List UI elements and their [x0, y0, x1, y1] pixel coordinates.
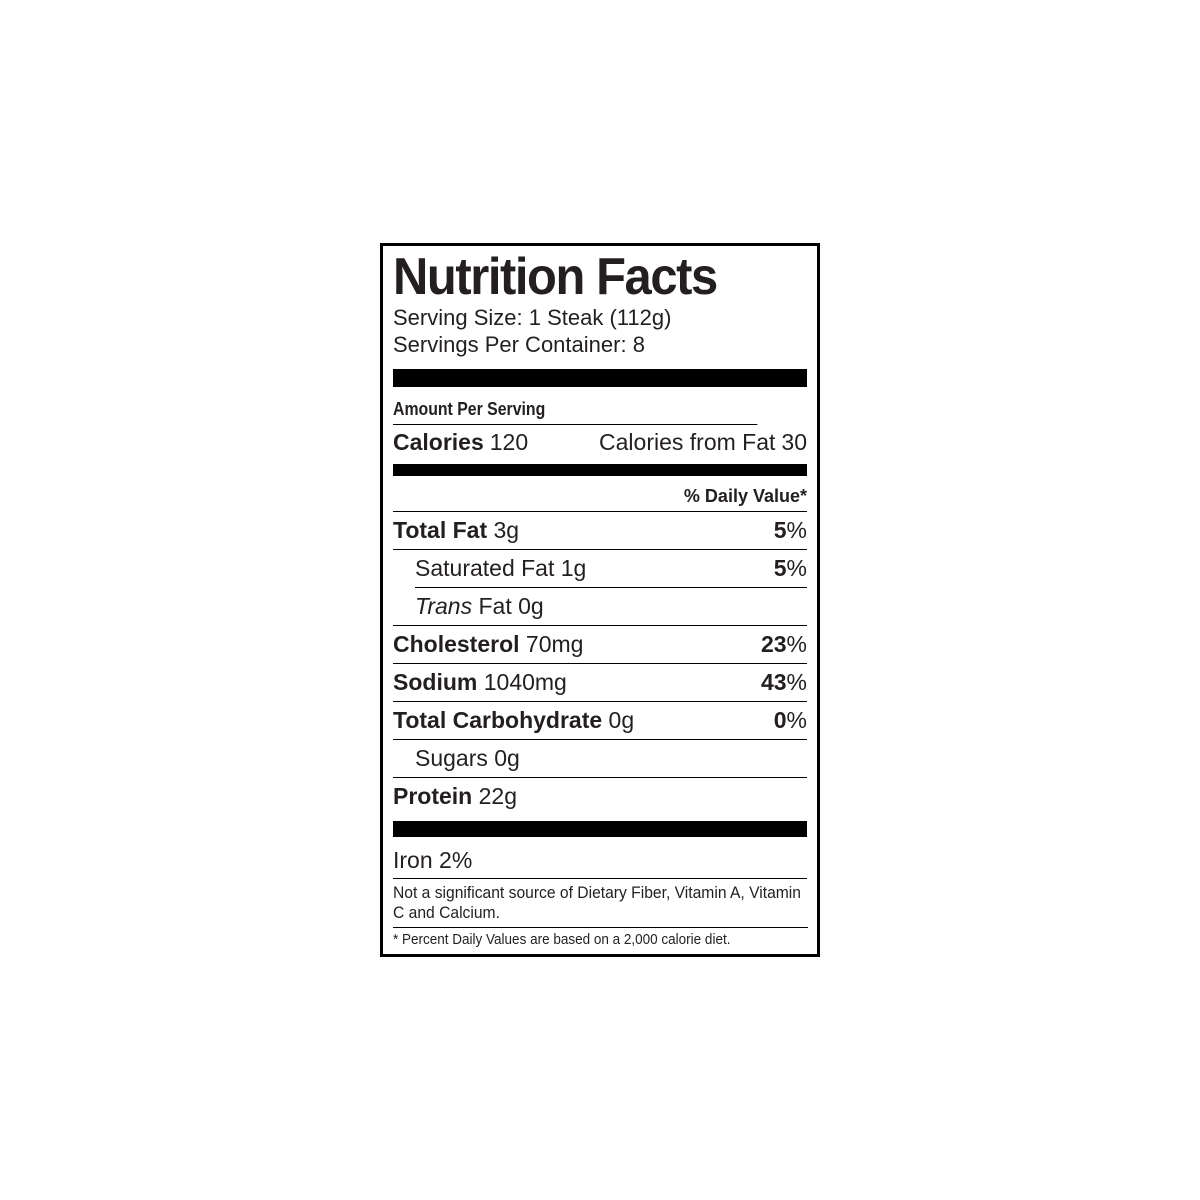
calories-row: Calories 120 Calories from Fat 30: [393, 425, 807, 460]
amount-per-serving-header: Amount Per Serving: [393, 399, 757, 425]
divider-thick: [393, 464, 807, 476]
trans-fat-row: Trans Fat 0g: [415, 588, 807, 625]
sodium-row: Sodium 1040mg 43%: [393, 664, 807, 702]
total-fat-row: Total Fat 3g 5%: [393, 512, 807, 550]
title: Nutrition Facts: [393, 254, 782, 302]
sugars-row: Sugars 0g: [415, 740, 807, 777]
protein-row: Protein 22g: [393, 778, 807, 815]
dv-footnote: * Percent Daily Values are based on a 2,…: [393, 928, 807, 952]
servings-per-container: Servings Per Container: 8: [393, 331, 807, 359]
total-carb-row: Total Carbohydrate 0g 0%: [393, 702, 807, 740]
not-significant-note: Not a significant source of Dietary Fibe…: [393, 879, 808, 929]
serving-size: Serving Size: 1 Steak (112g): [393, 304, 807, 332]
daily-value-header: % Daily Value*: [393, 486, 807, 512]
iron-row: Iron 2%: [393, 843, 807, 879]
saturated-fat-row: Saturated Fat 1g 5%: [415, 550, 807, 588]
divider-thick: [393, 821, 807, 837]
cholesterol-row: Cholesterol 70mg 23%: [393, 626, 807, 664]
nutrition-facts-label: Nutrition Facts Serving Size: 1 Steak (1…: [380, 243, 820, 958]
divider-thick: [393, 369, 807, 387]
